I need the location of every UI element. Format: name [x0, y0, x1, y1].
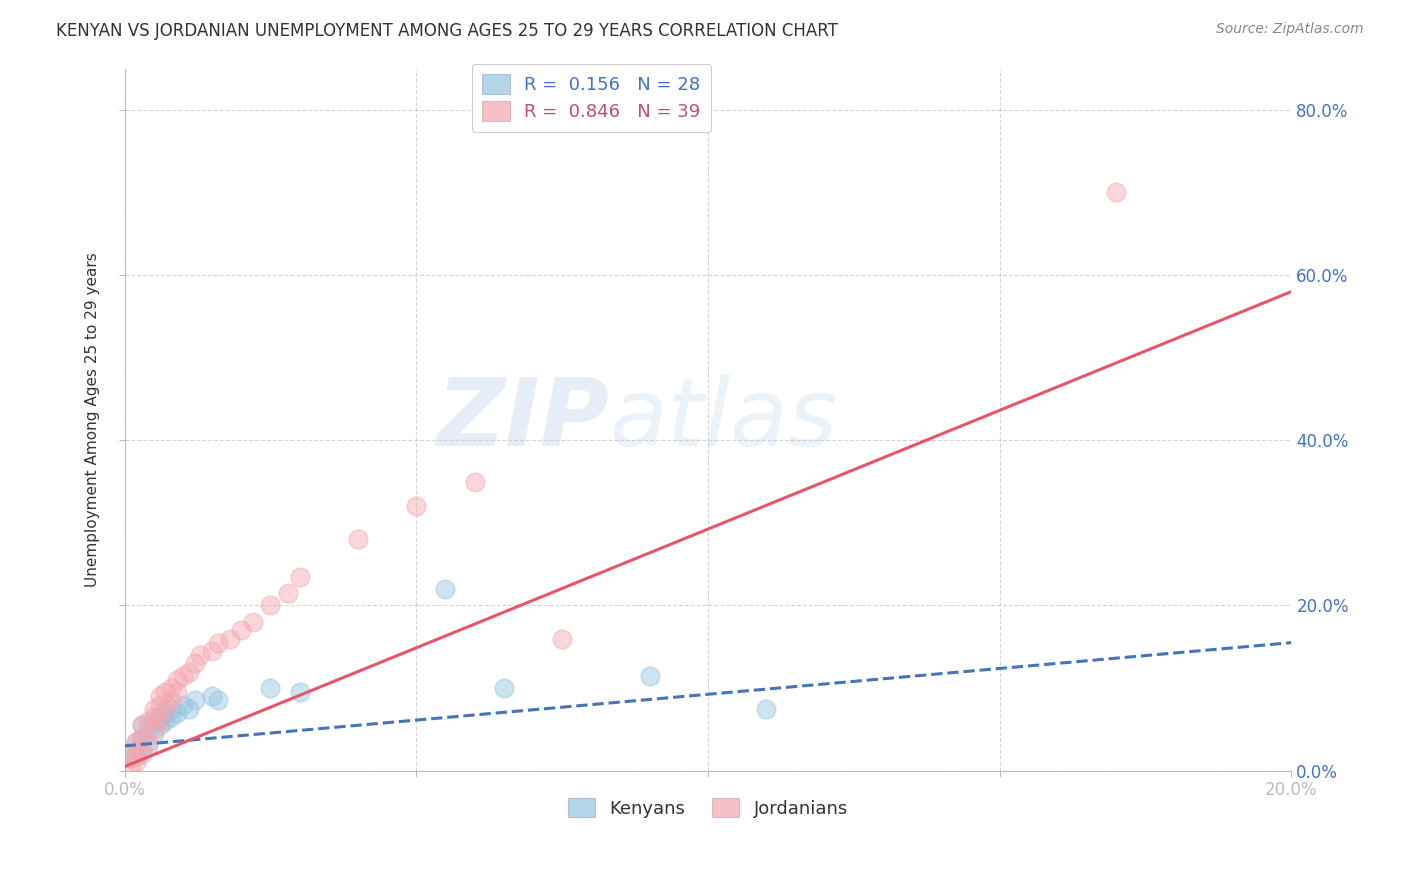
- Point: [277, 586, 299, 600]
- Point: [155, 706, 177, 720]
- Point: [551, 632, 574, 646]
- Point: [288, 685, 311, 699]
- Point: [125, 756, 148, 770]
- Point: [288, 569, 311, 583]
- Point: [136, 723, 159, 737]
- Point: [131, 718, 153, 732]
- Point: [464, 475, 486, 489]
- Point: [166, 673, 188, 687]
- Point: [136, 735, 159, 749]
- Point: [638, 669, 661, 683]
- Point: [1105, 186, 1128, 200]
- Point: [125, 735, 148, 749]
- Point: [149, 710, 172, 724]
- Point: [172, 669, 194, 683]
- Point: [149, 690, 172, 704]
- Point: [136, 739, 159, 753]
- Point: [155, 714, 177, 728]
- Legend: Kenyans, Jordanians: Kenyans, Jordanians: [561, 790, 855, 825]
- Point: [755, 702, 778, 716]
- Point: [207, 635, 229, 649]
- Point: [131, 743, 153, 757]
- Point: [160, 693, 183, 707]
- Point: [131, 731, 153, 745]
- Point: [160, 710, 183, 724]
- Point: [259, 599, 281, 613]
- Point: [183, 693, 205, 707]
- Point: [142, 702, 165, 716]
- Point: [177, 665, 200, 679]
- Point: [405, 500, 427, 514]
- Point: [142, 726, 165, 740]
- Point: [149, 718, 172, 732]
- Point: [242, 615, 264, 629]
- Point: [142, 714, 165, 728]
- Point: [125, 743, 148, 757]
- Point: [218, 632, 240, 646]
- Point: [434, 582, 457, 596]
- Point: [207, 693, 229, 707]
- Point: [155, 685, 177, 699]
- Point: [155, 702, 177, 716]
- Text: Source: ZipAtlas.com: Source: ZipAtlas.com: [1216, 22, 1364, 37]
- Point: [172, 698, 194, 712]
- Point: [131, 747, 153, 761]
- Y-axis label: Unemployment Among Ages 25 to 29 years: Unemployment Among Ages 25 to 29 years: [86, 252, 100, 587]
- Point: [177, 702, 200, 716]
- Point: [183, 657, 205, 671]
- Point: [142, 710, 165, 724]
- Point: [259, 681, 281, 695]
- Point: [120, 751, 142, 765]
- Point: [201, 690, 224, 704]
- Point: [166, 685, 188, 699]
- Text: atlas: atlas: [609, 374, 837, 465]
- Point: [347, 533, 370, 547]
- Text: ZIP: ZIP: [436, 374, 609, 466]
- Point: [120, 747, 142, 761]
- Point: [125, 735, 148, 749]
- Point: [231, 624, 253, 638]
- Point: [166, 706, 188, 720]
- Point: [131, 718, 153, 732]
- Point: [125, 748, 148, 763]
- Point: [136, 714, 159, 728]
- Point: [492, 681, 515, 695]
- Point: [160, 702, 183, 716]
- Point: [190, 648, 212, 662]
- Point: [149, 714, 172, 728]
- Point: [201, 644, 224, 658]
- Point: [120, 759, 142, 773]
- Text: KENYAN VS JORDANIAN UNEMPLOYMENT AMONG AGES 25 TO 29 YEARS CORRELATION CHART: KENYAN VS JORDANIAN UNEMPLOYMENT AMONG A…: [56, 22, 838, 40]
- Point: [131, 731, 153, 745]
- Point: [142, 723, 165, 737]
- Point: [149, 698, 172, 712]
- Point: [160, 681, 183, 695]
